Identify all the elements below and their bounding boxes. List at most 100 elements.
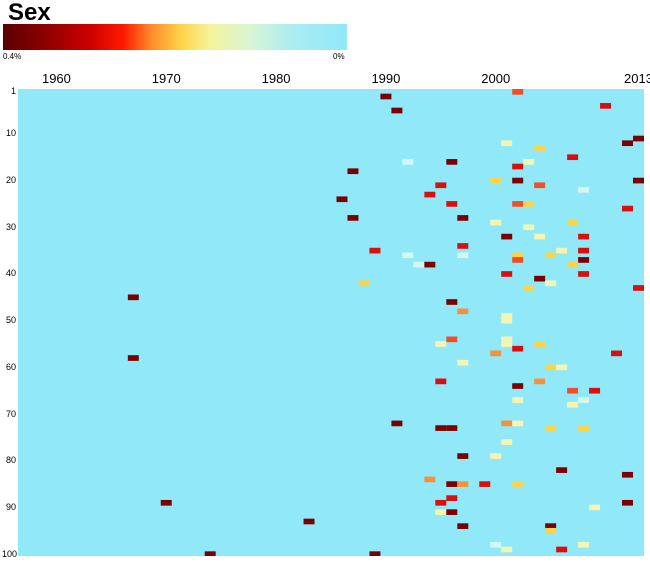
heatmap-cell bbox=[512, 201, 524, 207]
heatmap-cell bbox=[457, 215, 469, 221]
heatmap-cell bbox=[490, 177, 502, 184]
heatmap-cell bbox=[578, 187, 590, 193]
heatmap-cell bbox=[556, 247, 568, 254]
heatmap-cells bbox=[127, 89, 644, 556]
heatmap-cell bbox=[578, 541, 590, 548]
y-tick-label: 30 bbox=[5, 221, 16, 232]
heatmap-cell bbox=[457, 481, 469, 487]
heatmap-cell bbox=[545, 364, 557, 371]
heatmap-cell bbox=[534, 341, 546, 347]
heatmap-cell bbox=[501, 546, 513, 553]
heatmap-cell bbox=[578, 425, 590, 431]
heatmap-cell bbox=[545, 527, 557, 534]
y-tick-label: 10 bbox=[5, 128, 16, 139]
heatmap-cell bbox=[127, 294, 139, 301]
heatmap-cell bbox=[446, 201, 458, 207]
heatmap-cell bbox=[633, 285, 644, 291]
heatmap-cell bbox=[534, 378, 546, 385]
heatmap-cell bbox=[435, 499, 447, 506]
heatmap-cell bbox=[633, 177, 644, 184]
heatmap-cell bbox=[567, 401, 579, 408]
heatmap-cell bbox=[160, 499, 172, 506]
heatmap-cell bbox=[578, 397, 590, 403]
y-tick-label: 20 bbox=[5, 175, 16, 186]
heatmap-cell bbox=[358, 280, 370, 287]
heatmap-cell bbox=[457, 523, 469, 529]
heatmap-cell bbox=[369, 551, 381, 556]
heatmap-cell bbox=[512, 257, 524, 263]
heatmap-cell bbox=[424, 191, 436, 198]
heatmap-cell bbox=[204, 551, 216, 556]
colorbar-min-label: 0.4% bbox=[3, 52, 22, 61]
heatmap-cell bbox=[490, 219, 502, 226]
heatmap-cell bbox=[523, 159, 535, 165]
heatmap-cell bbox=[633, 135, 644, 142]
heatmap-cell bbox=[457, 252, 469, 259]
x-tick-label: 1970 bbox=[151, 71, 181, 86]
y-tick-label: 80 bbox=[5, 455, 16, 466]
heatmap-cell bbox=[501, 336, 513, 343]
x-tick-label: 2000 bbox=[481, 71, 511, 86]
heatmap-cell bbox=[501, 420, 513, 427]
heatmap-cell bbox=[578, 247, 590, 254]
heatmap-cell bbox=[446, 159, 458, 165]
heatmap-cell bbox=[512, 252, 524, 259]
heatmap-cell bbox=[523, 285, 535, 291]
heatmap-cell bbox=[457, 243, 469, 249]
heatmap-cell bbox=[435, 182, 447, 189]
colorbar-gradient bbox=[3, 24, 347, 50]
heatmap-cell bbox=[589, 504, 601, 511]
heatmap-cell bbox=[435, 425, 447, 431]
heatmap-cell bbox=[611, 350, 623, 357]
heatmap-cell bbox=[567, 219, 579, 226]
heatmap-cell bbox=[545, 425, 557, 431]
heatmap-cell bbox=[578, 271, 590, 277]
colorbar-max-label: 0% bbox=[333, 52, 345, 61]
heatmap-plot bbox=[18, 89, 644, 556]
heatmap-cell bbox=[622, 471, 634, 478]
heatmap-cell bbox=[534, 233, 546, 240]
heatmap-cell bbox=[534, 182, 546, 189]
heatmap-cell bbox=[336, 196, 348, 203]
heatmap-cell bbox=[369, 247, 381, 254]
heatmap-cell bbox=[512, 177, 524, 184]
x-tick-label: 1960 bbox=[41, 71, 71, 86]
heatmap-cell bbox=[512, 163, 524, 170]
heatmap-cell bbox=[545, 252, 557, 259]
heatmap-cell bbox=[556, 467, 568, 473]
heatmap-cell bbox=[457, 359, 469, 366]
heatmap-cell bbox=[479, 481, 491, 487]
heatmap-cell bbox=[578, 233, 590, 240]
y-tick-label: 50 bbox=[5, 315, 16, 326]
heatmap-cell bbox=[512, 89, 524, 95]
y-tick-label: 40 bbox=[5, 268, 16, 279]
heatmap-cell bbox=[567, 154, 579, 161]
heatmap-cell bbox=[589, 387, 601, 394]
heatmap-cell bbox=[622, 499, 634, 506]
heatmap-cell bbox=[413, 261, 425, 268]
heatmap-cell bbox=[512, 397, 524, 403]
y-tick-label: 90 bbox=[5, 501, 16, 512]
heatmap-cell bbox=[446, 336, 458, 343]
heatmap-cell bbox=[556, 546, 568, 553]
heatmap-cell bbox=[512, 420, 524, 427]
heatmap-cell bbox=[303, 518, 315, 525]
heatmap-cell bbox=[501, 439, 513, 445]
heatmap-cell bbox=[490, 453, 502, 459]
heatmap-cell bbox=[347, 168, 359, 175]
heatmap-cell bbox=[578, 257, 590, 263]
heatmap-cell bbox=[501, 233, 513, 240]
heatmap-cell bbox=[501, 140, 513, 147]
heatmap-cell bbox=[622, 205, 634, 212]
heatmap-cell bbox=[380, 93, 392, 100]
heatmap-cell bbox=[446, 425, 458, 431]
y-tick-label: 1 bbox=[10, 86, 16, 97]
chart-title: Sex bbox=[8, 0, 51, 26]
heatmap-cell bbox=[446, 509, 458, 515]
heatmap-cell bbox=[512, 383, 524, 389]
heatmap-cell bbox=[391, 107, 403, 114]
x-tick-label: 1980 bbox=[261, 71, 291, 86]
heatmap-cell bbox=[501, 271, 513, 277]
heatmap-cell bbox=[391, 420, 403, 427]
heatmap-cell bbox=[523, 224, 535, 231]
